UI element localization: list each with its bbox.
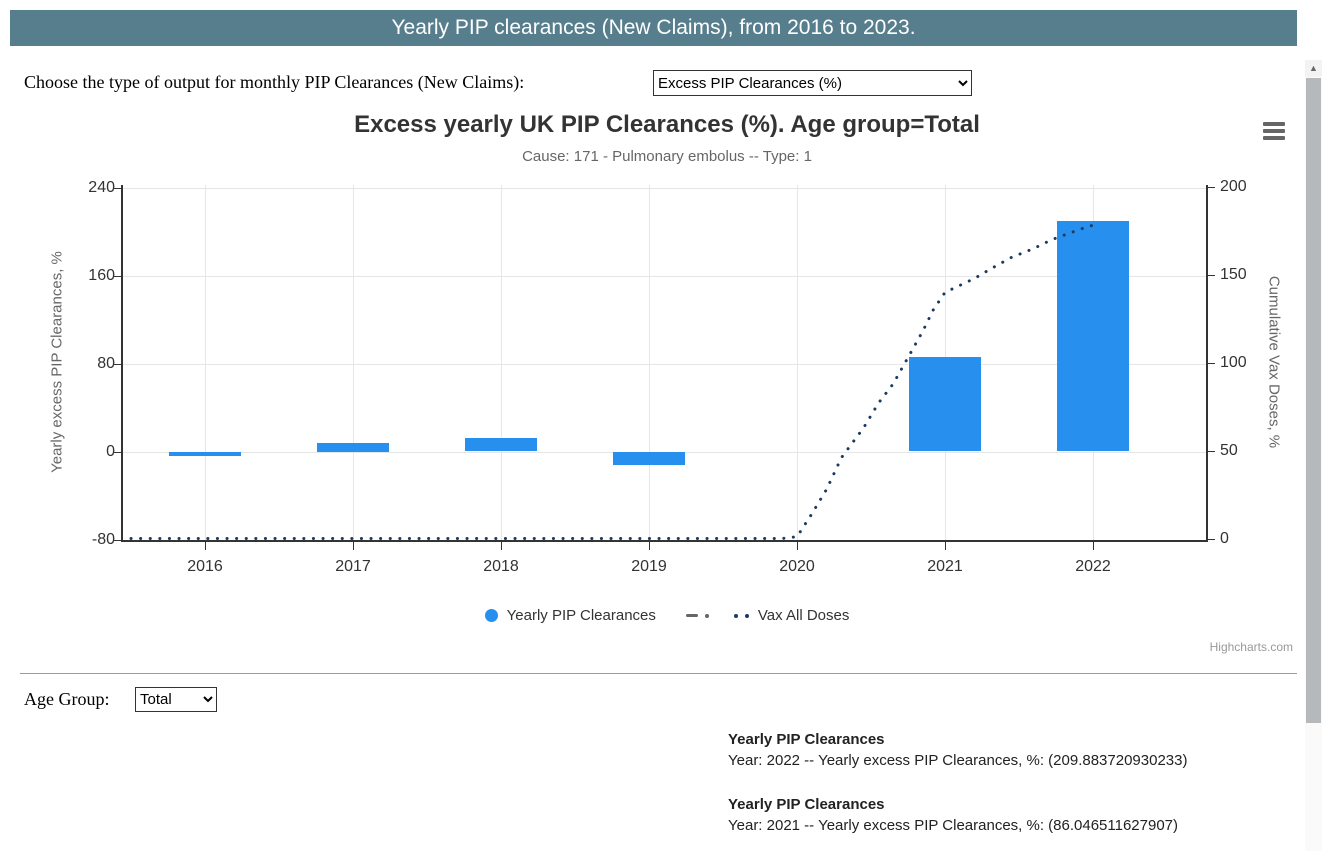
x-axis-label: 2017 [335,558,371,575]
y-tick-right [1208,274,1215,276]
x-tick [501,542,502,550]
legend-label-pip: Yearly PIP Clearances [506,607,656,624]
bar-2016[interactable] [169,451,241,457]
tooltip-log: Yearly PIP Clearances Year: 2022 -- Year… [728,729,1187,859]
y-axis-label-right: 0 [1220,529,1229,547]
tooltip-value-line: Year: 2022 -- Yearly excess PIP Clearanc… [728,752,1188,769]
bar-2019[interactable] [613,451,685,466]
chart-legend: Yearly PIP Clearances Vax All Doses [35,607,1299,624]
gridline-vertical [797,185,798,540]
hamburger-bar [1263,136,1285,140]
y-axis-label-left: -80 [91,530,115,548]
chart-title: Excess yearly UK PIP Clearances (%). Age… [354,111,980,138]
y-tick-left [114,275,121,277]
page-header-bar: Yearly PIP clearances (New Claims), from… [10,10,1297,46]
y-axis-label-right: 100 [1220,353,1247,371]
y-axis-label-left: 160 [88,266,115,284]
legend-marker-circle-icon [484,609,498,622]
x-axis-label: 2019 [631,558,667,575]
gridline-vertical [649,185,650,540]
y-tick-right [1208,362,1215,364]
x-axis-label: 2018 [483,558,519,575]
y-tick-left [114,451,121,453]
bar-2017[interactable] [317,443,389,452]
y-axis-line-right [1206,185,1208,540]
x-axis-line [121,540,1208,542]
x-axis-label: 2016 [187,558,223,575]
page-title: Yearly PIP clearances (New Claims), from… [391,16,916,39]
output-type-select[interactable]: Excess PIP Clearances (%) [653,70,972,96]
hamburger-bar [1263,129,1285,133]
gridline-vertical [501,185,502,540]
highcharts-credits-link[interactable]: Highcharts.com [1209,640,1293,654]
y-axis-label-left: 80 [97,354,115,372]
y-tick-left [114,187,121,189]
bar-2021[interactable] [909,356,981,452]
chart-subtitle: Cause: 171 - Pulmonary embolus -- Type: … [522,148,812,165]
hamburger-bar [1263,122,1285,126]
vertical-scrollbar[interactable]: ▲ [1305,60,1322,851]
y-tick-right [1208,450,1215,452]
bar-2018[interactable] [465,438,537,452]
y-axis-line-left [121,185,123,542]
y-axis-label-right: 50 [1220,441,1238,459]
gridline-horizontal [123,187,1206,189]
horizontal-divider [20,673,1297,674]
y-axis-label-right: 200 [1220,178,1247,195]
x-tick [353,542,354,550]
y-axis-label-right: 150 [1220,265,1247,283]
tooltip-entry: Yearly PIP Clearances Year: 2021 -- Year… [728,794,1187,836]
tooltip-series-name: Yearly PIP Clearances [728,796,885,813]
age-group-select[interactable]: Total [135,687,217,712]
gridline-vertical [205,185,206,540]
y-tick-left [114,539,121,541]
legend-item-vax-all-doses[interactable]: Vax All Doses [685,607,850,624]
tooltip-value-line: Year: 2021 -- Yearly excess PIP Clearanc… [728,817,1179,834]
y-axis-label-left: 0 [106,442,115,460]
y-tick-left [114,363,121,365]
y-tick-right [1208,538,1215,540]
gridline-vertical [353,185,354,540]
age-group-label: Age Group: [24,689,110,709]
tooltip-entry: Yearly PIP Clearances Year: 2022 -- Year… [728,729,1187,771]
gridline-horizontal [123,363,1206,365]
x-axis-label: 2021 [927,558,963,575]
gridline-horizontal [123,275,1206,277]
x-tick [1093,542,1094,550]
scrollbar-up-arrow-icon[interactable]: ▲ [1305,60,1322,77]
hamburger-icon[interactable] [1263,122,1287,144]
y-axis-label-left: 240 [88,178,115,196]
x-tick [797,542,798,550]
x-axis-label: 2022 [1075,558,1111,575]
x-tick [205,542,206,550]
output-type-label: Choose the type of output for monthly PI… [24,72,525,92]
y-tick-right [1208,187,1215,188]
x-tick [649,542,650,550]
bar-2022[interactable] [1057,220,1129,452]
x-tick [945,542,946,550]
scrollbar-thumb[interactable] [1306,78,1321,723]
tooltip-series-name: Yearly PIP Clearances [728,731,885,748]
legend-marker-dash-dot-icon [685,613,749,618]
legend-item-pip-clearances[interactable]: Yearly PIP Clearances [484,607,656,624]
x-axis-label: 2020 [779,558,815,575]
legend-label-vax: Vax All Doses [757,607,850,624]
